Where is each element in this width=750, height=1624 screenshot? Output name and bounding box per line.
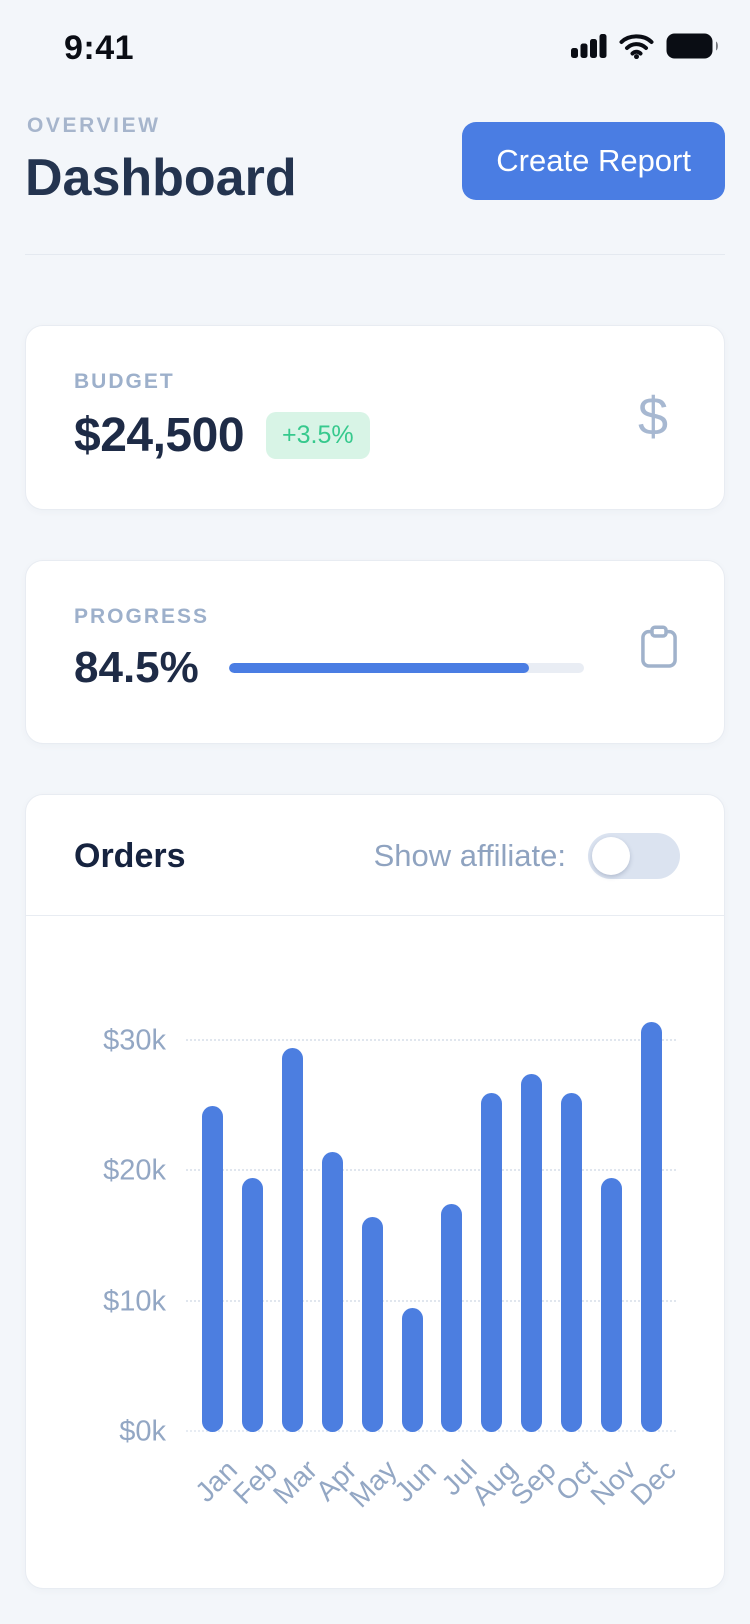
bar-series (202, 1002, 662, 1432)
x-slot: Oct (549, 1446, 602, 1542)
budget-delta-badge: +3.5% (266, 412, 370, 459)
progress-bar-track (228, 663, 584, 673)
progress-content: PROGRESS 84.5% (74, 605, 584, 693)
header-titles: OVERVIEW Dashboard (25, 114, 297, 208)
y-tick-label: $10k (103, 1285, 166, 1318)
x-slot: Jun (389, 1446, 443, 1542)
bar-sep (521, 1073, 543, 1432)
progress-row: 84.5% (74, 643, 584, 693)
page-header: OVERVIEW Dashboard Create Report (25, 114, 725, 208)
orders-card: Orders Show affiliate: $30k $20k $10k $0k J… (25, 794, 725, 1589)
x-slot: Nov (585, 1446, 642, 1542)
bar-feb (241, 1177, 263, 1432)
x-slot: Jul (435, 1446, 482, 1542)
bar-mar (281, 1047, 303, 1432)
wifi-icon (619, 33, 654, 64)
affiliate-toggle-group: Show affiliate: (374, 833, 680, 879)
toggle-knob (592, 837, 630, 875)
budget-row: $24,500 +3.5% (74, 408, 370, 463)
affiliate-toggle[interactable] (588, 833, 680, 879)
y-tick-label: $0k (119, 1415, 166, 1448)
orders-divider (26, 915, 724, 916)
gridline (186, 1039, 676, 1042)
affiliate-toggle-label: Show affiliate: (373, 838, 566, 873)
x-slot: Dec (625, 1446, 682, 1542)
dollar-icon: $ (637, 386, 668, 447)
x-slot: Aug (465, 1446, 522, 1542)
status-icons (571, 33, 720, 64)
status-time: 9:41 (64, 28, 135, 67)
budget-label: BUDGET (74, 370, 175, 393)
chart-x-axis: Jan Feb Mar Apr May Jun Jul Aug Sep Oct Nov Dec (189, 1446, 682, 1542)
clipboard-icon (640, 625, 678, 674)
budget-card: BUDGET $24,500 +3.5% $ (25, 325, 725, 510)
gridline (186, 1430, 676, 1432)
y-tick-label: $20k (103, 1154, 166, 1187)
create-report-button[interactable]: Create Report (462, 122, 725, 200)
x-slot: May (343, 1446, 402, 1542)
signal-icon (571, 33, 607, 63)
bar-jun (401, 1308, 423, 1432)
y-tick-label: $30k (103, 1024, 166, 1057)
progress-label: PROGRESS (74, 605, 210, 628)
budget-content: BUDGET $24,500 +3.5% (74, 370, 370, 463)
header-divider (25, 254, 725, 255)
x-slot: Mar (267, 1446, 323, 1542)
bar-aug (481, 1093, 503, 1432)
bar-may (361, 1217, 383, 1432)
progress-bar-fill (228, 663, 529, 673)
overline-label: OVERVIEW (27, 114, 161, 137)
x-slot: Jan (189, 1446, 243, 1542)
orders-title: Orders (74, 836, 186, 875)
x-slot: Feb (227, 1446, 283, 1542)
orders-header: Orders Show affiliate: (26, 795, 724, 915)
status-bar: 9:41 (0, 0, 750, 67)
bar-apr (321, 1151, 343, 1432)
progress-value: 84.5% (74, 643, 199, 692)
progress-card: PROGRESS 84.5% (25, 560, 725, 744)
orders-chart: $30k $20k $10k $0k Jan Feb Mar Apr May Jun Jul Aug… (26, 916, 724, 1542)
page-title: Dashboard (25, 149, 297, 207)
x-tick-label: Jun (388, 1454, 443, 1508)
bar-nov (601, 1177, 623, 1432)
gridline (186, 1169, 676, 1172)
x-tick-label: Dec (624, 1454, 682, 1512)
bar-jan (202, 1106, 223, 1432)
chart-plot-area: $30k $20k $10k $0k (70, 1002, 684, 1448)
bar-dec (640, 1021, 662, 1432)
battery-icon (666, 33, 720, 64)
budget-value: $24,500 (74, 409, 245, 462)
gridline (186, 1299, 676, 1302)
x-slot: Apr (310, 1446, 363, 1542)
x-slot: Sep (505, 1446, 562, 1542)
bar-jul (441, 1203, 463, 1432)
bar-oct (561, 1093, 583, 1432)
